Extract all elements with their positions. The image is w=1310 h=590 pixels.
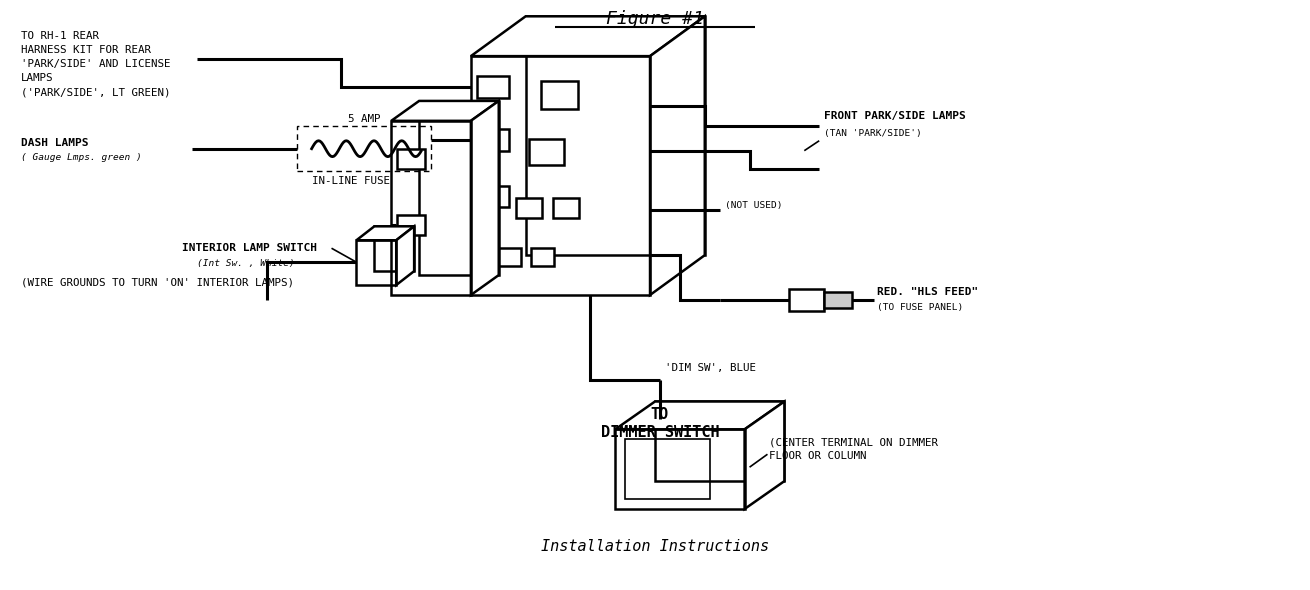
Text: 5 AMP: 5 AMP	[348, 114, 381, 124]
Polygon shape	[470, 17, 705, 56]
Bar	[625, 440, 710, 499]
Bar	[296, 126, 431, 171]
Bar	[531, 248, 554, 266]
Text: RED. "HLS FEED": RED. "HLS FEED"	[876, 287, 979, 297]
Text: (TO FUSE PANEL): (TO FUSE PANEL)	[876, 303, 963, 313]
Bar	[392, 121, 470, 295]
Bar	[616, 430, 744, 509]
Bar	[516, 198, 541, 218]
Text: (NOT USED): (NOT USED)	[724, 201, 782, 210]
Text: 'DIM SW', BLUE: 'DIM SW', BLUE	[665, 363, 756, 373]
Bar	[477, 185, 508, 208]
Bar	[554, 198, 579, 218]
Bar	[525, 17, 705, 255]
Text: IN-LINE FUSE: IN-LINE FUSE	[313, 176, 390, 186]
Text: TO
DIMMER SWITCH: TO DIMMER SWITCH	[601, 408, 719, 440]
Polygon shape	[396, 227, 414, 285]
Bar	[397, 149, 424, 169]
Polygon shape	[392, 101, 499, 121]
Bar	[375, 227, 414, 271]
Bar	[470, 56, 650, 295]
Text: INTERIOR LAMP SWITCH: INTERIOR LAMP SWITCH	[182, 243, 317, 253]
Text: (WIRE GROUNDS TO TURN 'ON' INTERIOR LAMPS): (WIRE GROUNDS TO TURN 'ON' INTERIOR LAMP…	[21, 277, 293, 287]
Text: ( Gauge Lmps. green ): ( Gauge Lmps. green )	[21, 153, 141, 162]
Bar	[790, 289, 824, 311]
Text: Installation Instructions: Installation Instructions	[541, 539, 769, 555]
Polygon shape	[616, 402, 785, 430]
Bar	[419, 101, 499, 275]
Bar	[496, 248, 520, 266]
Text: FRONT PARK/SIDE LAMPS: FRONT PARK/SIDE LAMPS	[824, 111, 965, 121]
Text: DASH LAMPS: DASH LAMPS	[21, 137, 89, 148]
Bar	[529, 139, 565, 165]
Text: (CENTER TERMINAL ON DIMMER
FLOOR OR COLUMN: (CENTER TERMINAL ON DIMMER FLOOR OR COLU…	[769, 437, 938, 461]
Text: (Int Sw. , White): (Int Sw. , White)	[198, 258, 295, 268]
Polygon shape	[470, 101, 499, 295]
Bar	[477, 129, 508, 150]
Bar	[477, 76, 508, 98]
Bar	[655, 402, 785, 481]
Bar	[397, 215, 424, 235]
Text: TO RH-1 REAR
HARNESS KIT FOR REAR
'PARK/SIDE' AND LICENSE
LAMPS
('PARK/SIDE', LT: TO RH-1 REAR HARNESS KIT FOR REAR 'PARK/…	[21, 31, 170, 97]
Bar	[541, 81, 578, 109]
Polygon shape	[356, 227, 414, 240]
Text: (TAN 'PARK/SIDE'): (TAN 'PARK/SIDE')	[824, 129, 922, 138]
Polygon shape	[744, 402, 785, 509]
Bar	[824, 292, 852, 308]
Text: Figure #1: Figure #1	[607, 10, 703, 28]
Polygon shape	[650, 17, 705, 295]
Bar	[356, 240, 396, 285]
